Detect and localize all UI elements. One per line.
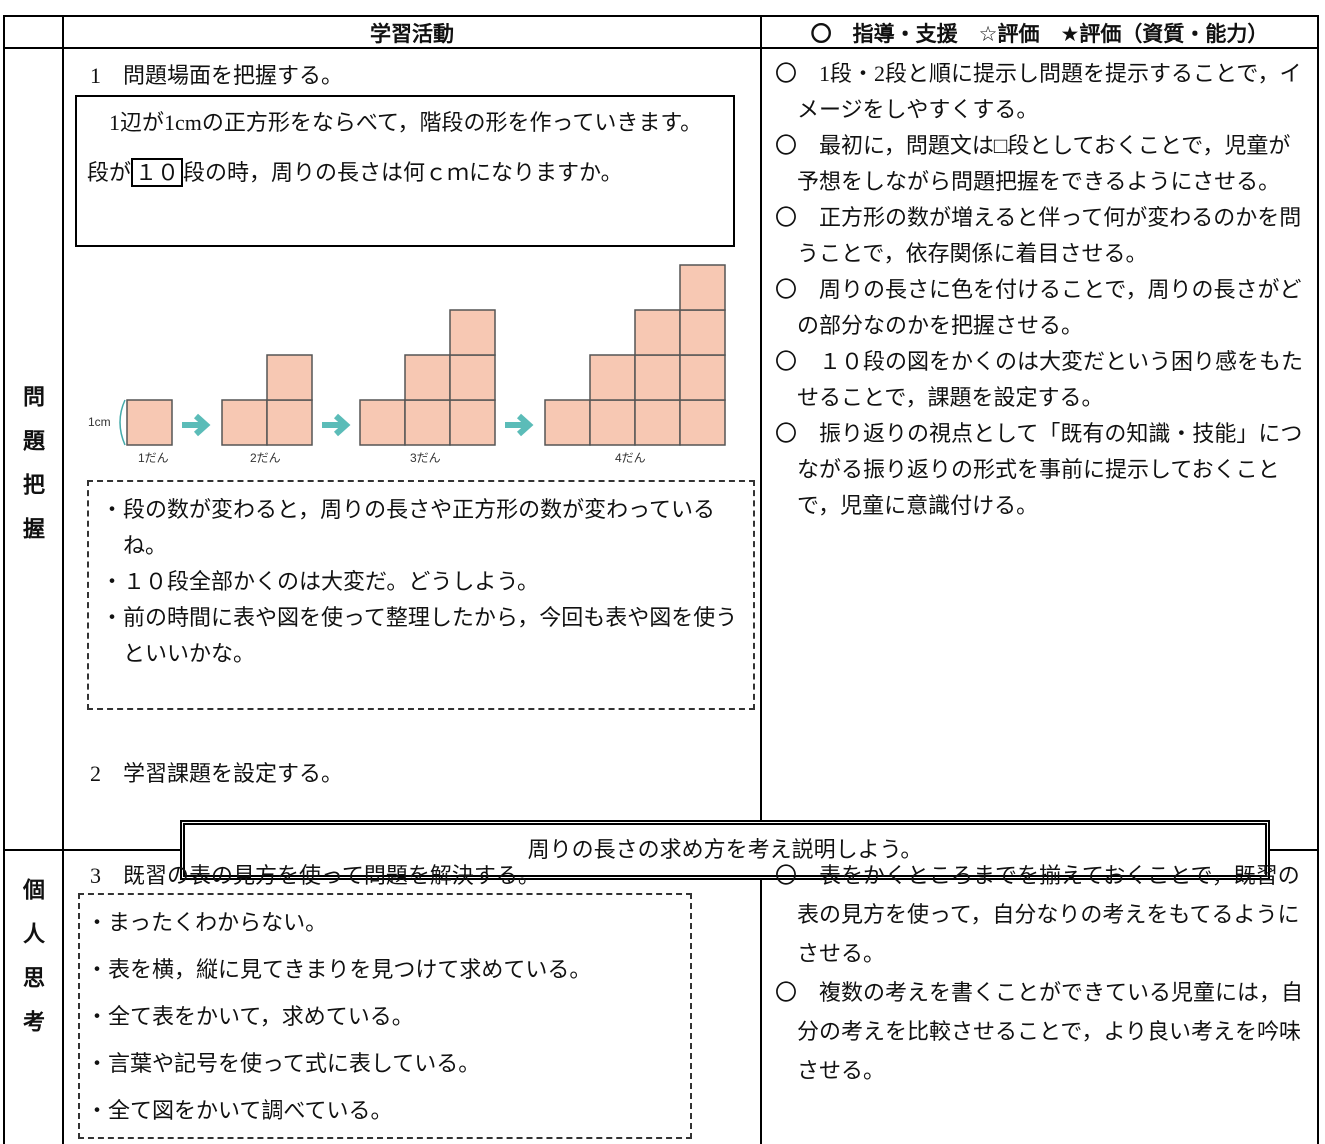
section-label: 個人思考 xyxy=(20,878,45,1054)
border xyxy=(62,15,64,1144)
figure-label: 3だん xyxy=(410,451,441,465)
section-label: 問題把握 xyxy=(20,385,45,561)
response: ・全て表をかいて，求めている。 xyxy=(86,1004,414,1029)
border xyxy=(1317,15,1319,1144)
support-item: 〇 1段・2段と順に提示し問題を提示することで，イメージをしやすくする。 xyxy=(775,61,1302,122)
support-item: 〇 振り返りの視点として「既有の知識・技能」につながる振り返りの形式を事前に提示… xyxy=(775,421,1303,518)
step: 1 問題場面を把握する。 xyxy=(90,63,344,88)
response: ・言葉や記号を使って式に表している。 xyxy=(86,1051,481,1076)
text: 段が xyxy=(87,160,132,185)
thoughts-box: ・段の数が変わると，周りの長さや正方形の数が変わっているね。 ・１０段全部かくの… xyxy=(87,480,755,710)
border xyxy=(3,47,1319,49)
staircase-figure: 1cm 1だん 2だん 3だん 4だん xyxy=(88,264,726,465)
task-box: 周りの長さの求め方を考え説明しよう。 xyxy=(180,820,1270,880)
step: 3 既習の表の見方を使って問題を解決する。 xyxy=(90,863,540,888)
figure-label: 2だん xyxy=(250,451,281,465)
text: 段の時，周りの長さは何ｃｍになりますか。 xyxy=(183,160,623,185)
support-item: 〇 正方形の数が増えると伴って何が変わるのかを問うことで，依存関係に着目させる。 xyxy=(775,205,1302,266)
support-item: 〇 複数の考えを書くことができている児童には，自分の考えを比較させることで，より… xyxy=(775,980,1304,1083)
problem-text: 1辺が1cmの正方形をならべて，階段の形を作っていきます。 xyxy=(109,110,703,135)
response: ・表を横，縦に見てきまりを見つけて求めている。 xyxy=(86,957,592,982)
header-cell: 〇 指導・支援 ☆評価 ★評価（資質・能力） xyxy=(810,23,1269,46)
figure-label: 1だん xyxy=(138,451,169,465)
unit-label: 1cm xyxy=(88,415,111,429)
step: 2 学習課題を設定する。 xyxy=(90,761,344,786)
header-cell: 学習活動 xyxy=(370,23,454,46)
border xyxy=(3,15,1319,17)
responses-box: ・まったくわからない。 ・表を横，縦に見てきまりを見つけて求めている。 ・全て表… xyxy=(78,893,692,1139)
support-list: 〇 1段・2段と順に提示し問題を提示することで，イメージをしやすくする。 〇 最… xyxy=(775,56,1310,524)
thought: ・段の数が変わると，周りの長さや正方形の数が変わっているね。 xyxy=(101,497,716,558)
support-list: 〇 表をかくところまでを揃えておくことで，既習の表の見方を使って，自分なりの考え… xyxy=(775,856,1310,1090)
border xyxy=(760,15,762,1144)
support-item: 〇 表をかくところまでを揃えておくことで，既習の表の見方を使って，自分なりの考え… xyxy=(775,863,1300,966)
problem-question: 段が １０ 段の時，周りの長さは何ｃｍになりますか。 xyxy=(87,155,723,191)
thought: ・１０段全部かくのは大変だ。どうしよう。 xyxy=(101,569,540,594)
response: ・まったくわからない。 xyxy=(86,910,328,935)
support-item: 〇 周りの長さに色を付けることで，周りの長さがどの部分なのかを把握させる。 xyxy=(775,277,1302,338)
response: ・全て図をかいて調べている。 xyxy=(86,1098,393,1123)
support-item: 〇 最初に，問題文は□段としておくことで，児童が予想をしながら問題把握をできるよ… xyxy=(775,133,1291,194)
support-item: 〇 １０段の図をかくのは大変だという困り感をもたせることで，課題を設定する。 xyxy=(775,349,1304,410)
figure-label: 4だん xyxy=(615,451,646,465)
boxed-number: １０ xyxy=(131,158,184,187)
thought: ・前の時間に表や図を使って整理したから，今回も表や図を使うといいかな。 xyxy=(101,605,738,666)
problem-box: 1辺が1cmの正方形をならべて，階段の形を作っていきます。 段が １０ 段の時，周り… xyxy=(75,95,735,247)
border xyxy=(3,15,5,1144)
